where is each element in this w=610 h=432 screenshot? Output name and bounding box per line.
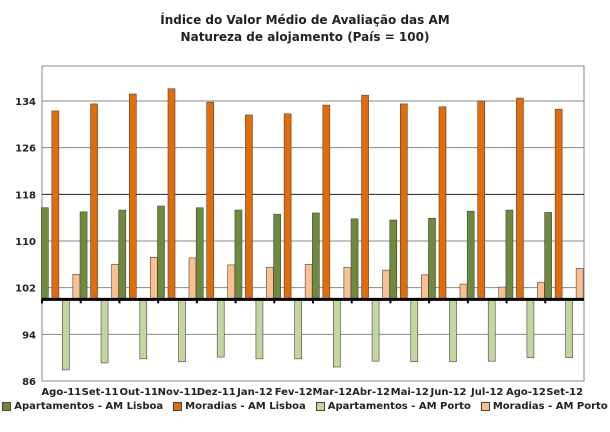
legend-swatch: [480, 402, 490, 411]
y-tick-label: 134: [15, 97, 36, 108]
y-tick-label: 110: [15, 237, 36, 248]
bar: [322, 104, 331, 300]
bar: [128, 93, 137, 300]
legend: Apartamentos - AM Lisboa Moradias - AM Li…: [0, 401, 610, 412]
x-tick-label: Mar-12: [313, 387, 353, 398]
legend-item: Apartamentos - AM Lisboa: [2, 401, 163, 412]
x-tick-label: Fev-12: [275, 387, 313, 398]
bar: [343, 266, 352, 300]
bar: [312, 212, 320, 300]
y-tick-label: 126: [15, 144, 36, 155]
bar: [294, 299, 302, 360]
bar: [371, 299, 380, 362]
x-tick-label: Abr-12: [352, 387, 390, 398]
chart-subtitle: Natureza de alojamento (País = 100): [180, 30, 430, 44]
bar: [188, 257, 197, 300]
bar: [333, 299, 341, 368]
bar: [79, 211, 88, 300]
bar: [283, 113, 292, 300]
bar: [410, 299, 419, 363]
bar: [487, 299, 496, 362]
bar: [245, 114, 253, 300]
x-tick-label: Dez-11: [197, 387, 236, 398]
x-tick-label: Set-12: [546, 387, 583, 398]
bar: [420, 274, 429, 300]
bar: [459, 283, 468, 300]
legend-label: Apartamentos - AM Lisboa: [14, 401, 164, 412]
bar: [526, 299, 535, 358]
x-tick-label: Out-11: [120, 387, 159, 398]
bar: [100, 299, 109, 364]
bar: [466, 210, 475, 300]
bar: [157, 205, 165, 300]
x-tick-label: Ago-12: [506, 387, 546, 398]
bar: [554, 108, 563, 300]
bar: [399, 103, 408, 300]
legend-label: Moradias - AM Porto: [492, 401, 608, 412]
bar: [206, 101, 215, 300]
bar: [149, 257, 158, 300]
bar: [41, 207, 49, 300]
chart-title: Índice do Valor Médio de Avaliação das A…: [160, 13, 450, 27]
bar: [350, 218, 359, 300]
legend-item: Apartamentos - AM Porto: [315, 401, 471, 412]
bar: [273, 213, 281, 300]
x-tick-label: Jun-12: [429, 387, 466, 398]
legend-swatch: [315, 402, 325, 411]
legend-swatch: [173, 402, 183, 411]
legend-label: Moradias - AM Lisboa: [185, 401, 306, 412]
bar: [438, 106, 447, 300]
bar: [428, 217, 436, 300]
bar: [266, 266, 274, 300]
bar: [216, 299, 225, 358]
y-tick-label: 86: [22, 377, 36, 388]
bar: [477, 100, 486, 300]
x-tick-label: Jul-12: [470, 387, 503, 398]
bar: [51, 110, 60, 300]
bar: [361, 94, 369, 300]
bar: [544, 212, 552, 300]
bar: [505, 209, 514, 300]
legend-item: Moradias - AM Lisboa: [173, 401, 306, 412]
bar: [227, 264, 236, 300]
legend-swatch: [2, 402, 12, 411]
bar: [255, 299, 264, 360]
bar: [234, 209, 243, 300]
y-tick-label: 94: [22, 330, 36, 341]
legend-label: Apartamentos - AM Porto: [327, 401, 471, 412]
bar: [382, 269, 390, 300]
bar: [111, 264, 119, 300]
bar: [565, 299, 573, 358]
bar: [118, 209, 127, 300]
x-tick-label: Set-11: [82, 387, 119, 398]
bar: [498, 286, 507, 300]
bar: [139, 299, 148, 360]
bar: [516, 97, 524, 300]
bar: [62, 299, 70, 371]
bar: [195, 207, 204, 300]
x-tick-label: Jan-12: [236, 387, 273, 398]
bar: [167, 88, 176, 300]
bar: [304, 264, 313, 300]
bar: [449, 299, 457, 363]
bar: [178, 299, 186, 363]
y-tick-label: 118: [15, 190, 36, 201]
x-tick-label: Ago-11: [41, 387, 81, 398]
bar: [389, 219, 398, 300]
bar: [72, 273, 81, 300]
legend-item: Moradias - AM Porto: [480, 401, 608, 412]
x-tick-label: Nov-11: [158, 387, 198, 398]
bar: [90, 103, 98, 300]
y-tick-label: 102: [15, 284, 36, 295]
bar: [537, 282, 545, 300]
x-tick-label: Mai-12: [391, 387, 429, 398]
bar: [575, 268, 584, 300]
